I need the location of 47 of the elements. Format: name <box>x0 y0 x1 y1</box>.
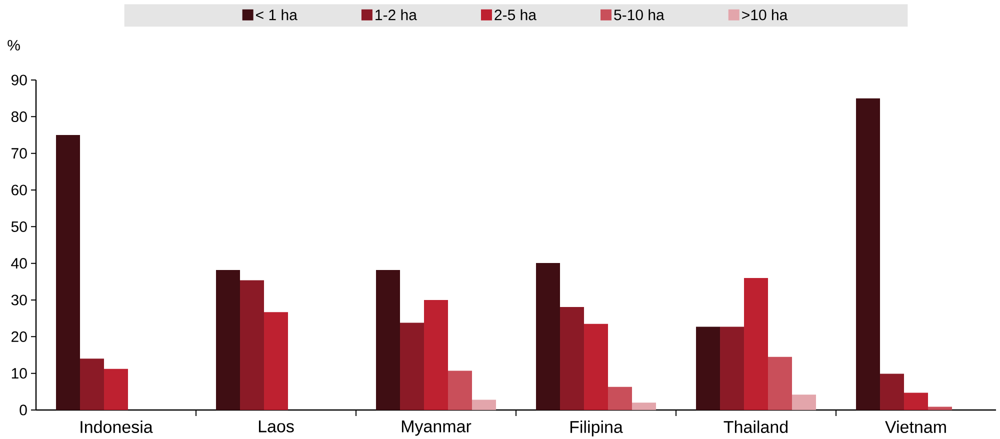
bar <box>560 306 584 410</box>
legend-label: 1-2 ha <box>376 9 417 20</box>
bar <box>472 400 496 410</box>
y-tick-label: 80 <box>11 111 27 122</box>
y-tick-label: 40 <box>11 258 27 269</box>
bar <box>584 324 608 410</box>
y-tick-label: 70 <box>12 148 27 159</box>
y-tick-label: 10 <box>12 368 27 379</box>
x-tick-label: Laos <box>258 420 294 432</box>
bar <box>264 312 288 410</box>
bar <box>904 392 928 410</box>
bar <box>856 98 880 410</box>
x-tick-label: Indonesia <box>80 420 153 434</box>
bar <box>768 356 792 410</box>
y-tick-label: 60 <box>12 184 27 196</box>
x-tick-label: Myanmar <box>402 420 472 436</box>
y-tick-label: 0 <box>20 404 27 416</box>
bar <box>56 135 80 410</box>
bar <box>104 368 128 410</box>
y-tick-label: 30 <box>11 294 27 306</box>
y-tick-label: 20 <box>12 331 27 342</box>
bar <box>744 278 768 410</box>
bar <box>632 402 656 410</box>
y-tick-label: 50 <box>11 221 27 232</box>
legend-label: 5-10 ha <box>614 9 664 20</box>
bar <box>448 370 472 410</box>
x-tick-label: Filipina <box>570 420 623 436</box>
bar <box>792 394 816 410</box>
bar <box>80 358 104 410</box>
legend-label: >10 ha <box>742 9 788 20</box>
bar <box>696 326 720 410</box>
bar <box>928 406 952 410</box>
y-tick-label: 90 <box>11 74 27 86</box>
x-tick-label: Thailand <box>724 420 788 434</box>
bar <box>536 262 560 410</box>
y-axis-title: % <box>8 40 20 50</box>
bar <box>880 374 904 410</box>
bar <box>216 270 240 410</box>
bar <box>376 270 400 410</box>
legend-label: < 1 ha <box>256 9 298 20</box>
legend-label: 2-5 ha <box>494 9 536 20</box>
x-tick-label: Vietnam <box>885 420 946 434</box>
bar <box>608 386 632 410</box>
bar <box>400 322 424 410</box>
bar <box>720 326 744 410</box>
bar <box>424 300 448 410</box>
bar <box>240 280 264 410</box>
